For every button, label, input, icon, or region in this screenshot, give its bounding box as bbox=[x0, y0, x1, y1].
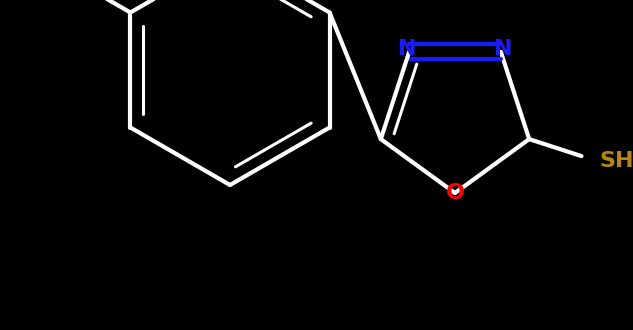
Text: N: N bbox=[494, 39, 512, 59]
Text: N: N bbox=[398, 39, 417, 59]
Text: SH: SH bbox=[599, 151, 633, 171]
Text: O: O bbox=[446, 183, 465, 203]
